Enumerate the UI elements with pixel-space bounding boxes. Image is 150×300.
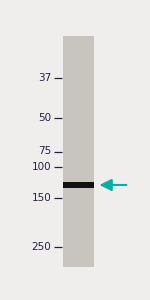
Text: 150: 150: [32, 193, 51, 203]
Bar: [63, 36, 94, 267]
Text: 75: 75: [38, 146, 51, 157]
Text: 50: 50: [38, 113, 51, 123]
Bar: [63, 182, 94, 188]
Text: 100: 100: [32, 161, 51, 172]
Text: 37: 37: [38, 73, 51, 82]
Text: 250: 250: [32, 242, 51, 252]
